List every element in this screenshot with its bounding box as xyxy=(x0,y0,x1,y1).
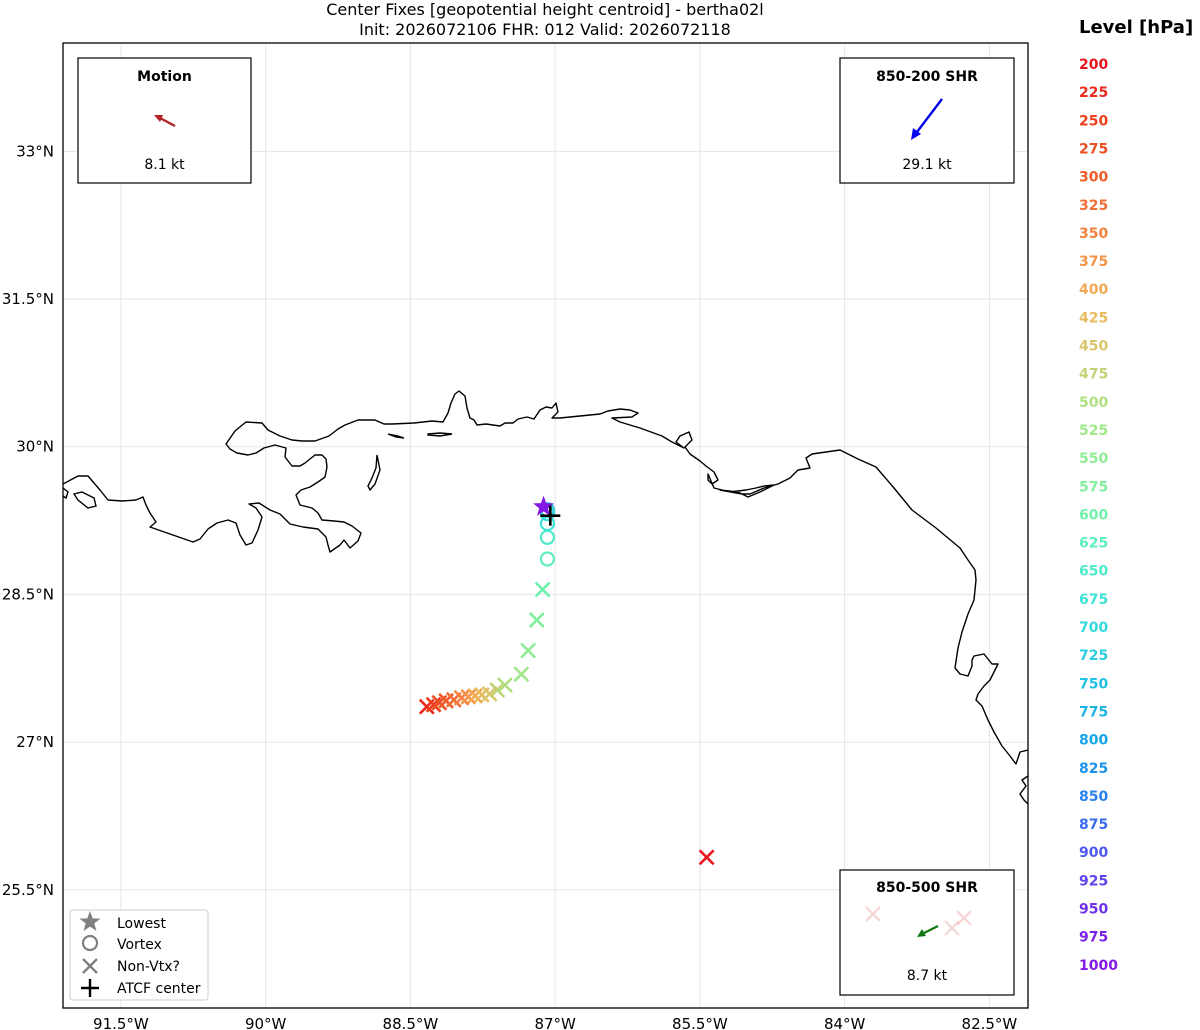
motion-inset: Motion 8.1 kt xyxy=(77,57,252,184)
x-tick-label: 87°W xyxy=(534,1015,576,1030)
motion-arrow xyxy=(159,117,176,127)
shear-850-200-inset: 850-200 SHR 29.1 kt xyxy=(839,57,1015,184)
level-label-225: 225 xyxy=(1079,85,1108,101)
level-label-925: 925 xyxy=(1079,873,1108,889)
level-label-475: 475 xyxy=(1079,367,1108,383)
shear-850-200-arrow-head-icon xyxy=(911,128,921,140)
fix-circle-625 xyxy=(539,551,556,567)
shear-850-200-arrow xyxy=(916,98,943,133)
fix-x-200 xyxy=(698,849,715,866)
legend-label-lowest: Lowest xyxy=(117,916,166,932)
chart-title: Center Fixes [geopotential height centro… xyxy=(326,0,764,19)
fix-x-600 xyxy=(534,581,551,598)
fix-x-575 xyxy=(528,612,545,628)
level-label-650: 650 xyxy=(1079,564,1108,580)
grid-lines xyxy=(63,43,1028,1008)
level-label-1000: 1000 xyxy=(1079,958,1118,974)
x-tick-label: 88.5°W xyxy=(383,1015,439,1030)
level-label-625: 625 xyxy=(1079,536,1108,552)
axis-ticks: 91.5°W 90°W 88.5°W 87°W 85.5°W 84°W 82.5°W 25.5… xyxy=(2,142,1018,1030)
level-label-700: 700 xyxy=(1079,620,1108,636)
level-label-950: 950 xyxy=(1079,902,1108,918)
x-tick-label: 85.5°W xyxy=(672,1015,728,1030)
level-label-325: 325 xyxy=(1079,198,1108,214)
level-label-250: 250 xyxy=(1079,113,1108,129)
level-label-775: 775 xyxy=(1079,704,1108,720)
shear-850-500-inset-title: 850-500 SHR xyxy=(876,880,978,896)
level-label-675: 675 xyxy=(1079,592,1108,608)
atcf-center-marker xyxy=(540,505,561,526)
shear-850-500-faded-marks xyxy=(865,906,972,936)
y-tick-label: 31.5°N xyxy=(2,290,54,308)
shear-850-500-inset: 850-500 SHR 8.7 kt xyxy=(839,869,1015,996)
level-label-825: 825 xyxy=(1079,761,1108,777)
y-tick-label: 33°N xyxy=(16,142,54,160)
level-label-450: 450 xyxy=(1079,339,1108,355)
fix-x-525 xyxy=(513,666,530,683)
level-label-400: 400 xyxy=(1079,282,1108,298)
level-key: 200 225 250 275 300 325 350 375 400 425 450 475 500 5… xyxy=(1079,57,1118,974)
fix-x-500 xyxy=(497,677,513,693)
y-tick-label: 30°N xyxy=(16,438,54,456)
level-label-875: 875 xyxy=(1079,817,1108,833)
shear-850-500-arrow-head-icon xyxy=(917,929,926,937)
level-label-600: 600 xyxy=(1079,507,1108,523)
y-tick-label: 28.5°N xyxy=(2,585,54,603)
motion-arrow-head-icon xyxy=(154,115,163,122)
legend-label-atcf-center: ATCF center xyxy=(117,981,201,997)
level-label-275: 275 xyxy=(1079,141,1108,157)
motion-inset-title: Motion xyxy=(137,69,192,85)
fix-x-475 xyxy=(489,682,506,698)
legend-label-non-vtx: Non-Vtx? xyxy=(117,959,180,975)
x-tick-label: 91.5°W xyxy=(93,1015,149,1030)
level-label-575: 575 xyxy=(1079,479,1108,495)
plus-icon xyxy=(81,979,99,997)
center-fixes xyxy=(418,495,715,866)
level-label-350: 350 xyxy=(1079,226,1108,242)
level-label-975: 975 xyxy=(1079,930,1108,946)
shear-850-200-inset-title: 850-200 SHR xyxy=(876,69,978,85)
circle-icon xyxy=(81,934,99,952)
level-label-375: 375 xyxy=(1079,254,1108,270)
level-label-850: 850 xyxy=(1079,789,1108,805)
coastline xyxy=(63,390,1028,805)
x-mark-icon xyxy=(82,958,98,974)
x-tick-label: 84°W xyxy=(824,1015,866,1030)
legend-label-vortex: Vortex xyxy=(117,937,162,953)
motion-inset-value: 8.1 kt xyxy=(144,157,185,173)
level-label-200: 200 xyxy=(1079,57,1108,73)
level-label-725: 725 xyxy=(1079,648,1108,664)
fix-circle-650 xyxy=(539,529,556,545)
fix-x-550 xyxy=(520,642,537,659)
fix-star-1000 xyxy=(533,495,554,516)
level-label-800: 800 xyxy=(1079,733,1108,749)
level-label-750: 750 xyxy=(1079,676,1108,692)
level-label-900: 900 xyxy=(1079,845,1108,861)
shear-850-200-inset-value: 29.1 kt xyxy=(902,157,952,173)
level-label-525: 525 xyxy=(1079,423,1108,439)
chart-subtitle: Init: 2026072106 FHR: 012 Valid: 2026072… xyxy=(359,20,731,39)
level-key-title: Level [hPa] xyxy=(1079,17,1193,38)
level-label-425: 425 xyxy=(1079,310,1108,326)
level-label-550: 550 xyxy=(1079,451,1108,467)
legend-box xyxy=(69,909,209,1001)
level-label-300: 300 xyxy=(1079,170,1108,186)
x-tick-label: 82.5°W xyxy=(962,1015,1018,1030)
plot-frame xyxy=(62,42,1029,1009)
shear-850-500-arrow xyxy=(923,925,939,934)
x-tick-label: 90°W xyxy=(245,1015,287,1030)
shear-850-500-inset-value: 8.7 kt xyxy=(907,968,948,984)
fix-x-450 xyxy=(481,685,498,702)
level-label-500: 500 xyxy=(1079,395,1108,411)
y-tick-label: 25.5°N xyxy=(2,881,54,899)
y-tick-label: 27°N xyxy=(16,733,54,751)
star-icon xyxy=(79,911,101,931)
marker-legend: Lowest Vortex Non-Vtx? ATCF center xyxy=(69,909,209,1001)
